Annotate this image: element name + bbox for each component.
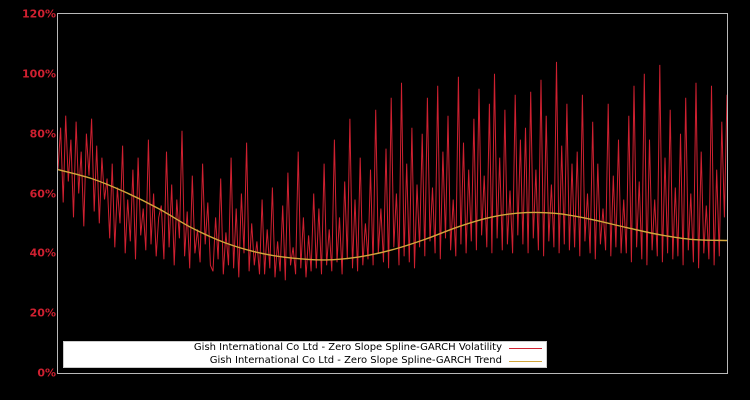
y-tick-label: 20%	[29, 306, 56, 320]
trend-line	[58, 168, 727, 261]
legend-entry-volatility: Gish International Co Ltd - Zero Slope S…	[194, 342, 542, 354]
y-tick-label: 80%	[29, 127, 56, 141]
y-tick-label: 0%	[37, 366, 56, 380]
trend-line-sample-icon	[509, 360, 542, 362]
legend-label-volatility: Gish International Co Ltd - Zero Slope S…	[193, 342, 502, 353]
legend-entry-trend: Gish International Co Ltd - Zero Slope S…	[210, 355, 542, 367]
y-tick-label: 40%	[29, 246, 56, 260]
legend: Gish International Co Ltd - Zero Slope S…	[63, 341, 547, 368]
legend-label-trend: Gish International Co Ltd - Zero Slope S…	[209, 355, 502, 366]
y-tick-label: 100%	[22, 67, 56, 81]
y-tick-label: 120%	[22, 7, 56, 21]
plot-area: Gish International Co Ltd - Zero Slope S…	[57, 13, 728, 374]
y-tick-label: 60%	[29, 187, 56, 200]
volatility-line-sample-icon	[509, 347, 542, 349]
chart-canvas	[58, 61, 727, 281]
volatility-series	[58, 61, 727, 281]
